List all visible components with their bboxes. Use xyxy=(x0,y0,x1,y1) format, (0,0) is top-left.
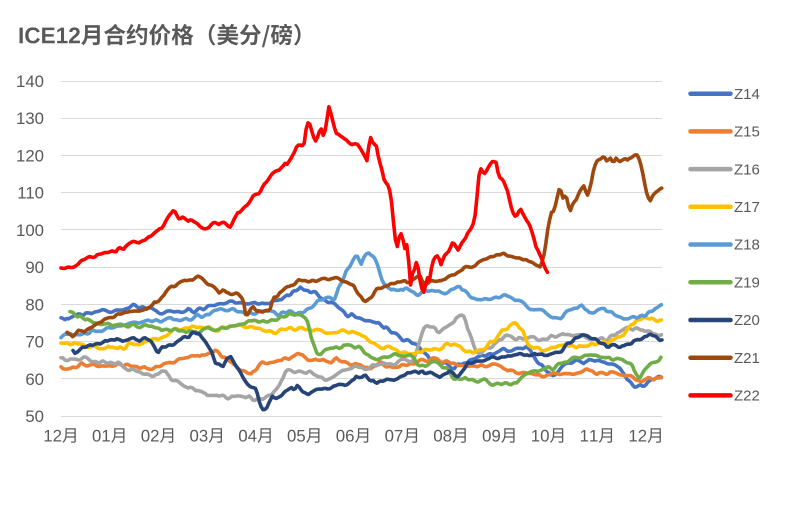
svg-text:100: 100 xyxy=(16,221,44,240)
svg-text:Z15: Z15 xyxy=(734,124,760,141)
svg-text:120: 120 xyxy=(16,146,44,165)
svg-text:Z16: Z16 xyxy=(734,161,760,178)
svg-text:Z18: Z18 xyxy=(734,237,760,254)
svg-text:90: 90 xyxy=(25,258,44,277)
svg-text:130: 130 xyxy=(16,109,44,128)
svg-text:80: 80 xyxy=(25,295,44,314)
svg-text:Z14: Z14 xyxy=(734,86,760,103)
svg-text:110: 110 xyxy=(17,184,44,203)
svg-text:70: 70 xyxy=(25,333,44,352)
svg-text:Z21: Z21 xyxy=(734,350,760,367)
svg-text:Z20: Z20 xyxy=(734,312,760,329)
svg-text:Z22: Z22 xyxy=(734,388,760,405)
svg-text:140: 140 xyxy=(16,72,44,91)
svg-text:60: 60 xyxy=(25,370,44,389)
svg-text:Z17: Z17 xyxy=(734,199,760,216)
svg-text:50: 50 xyxy=(25,407,44,426)
svg-text:Z19: Z19 xyxy=(734,274,760,291)
